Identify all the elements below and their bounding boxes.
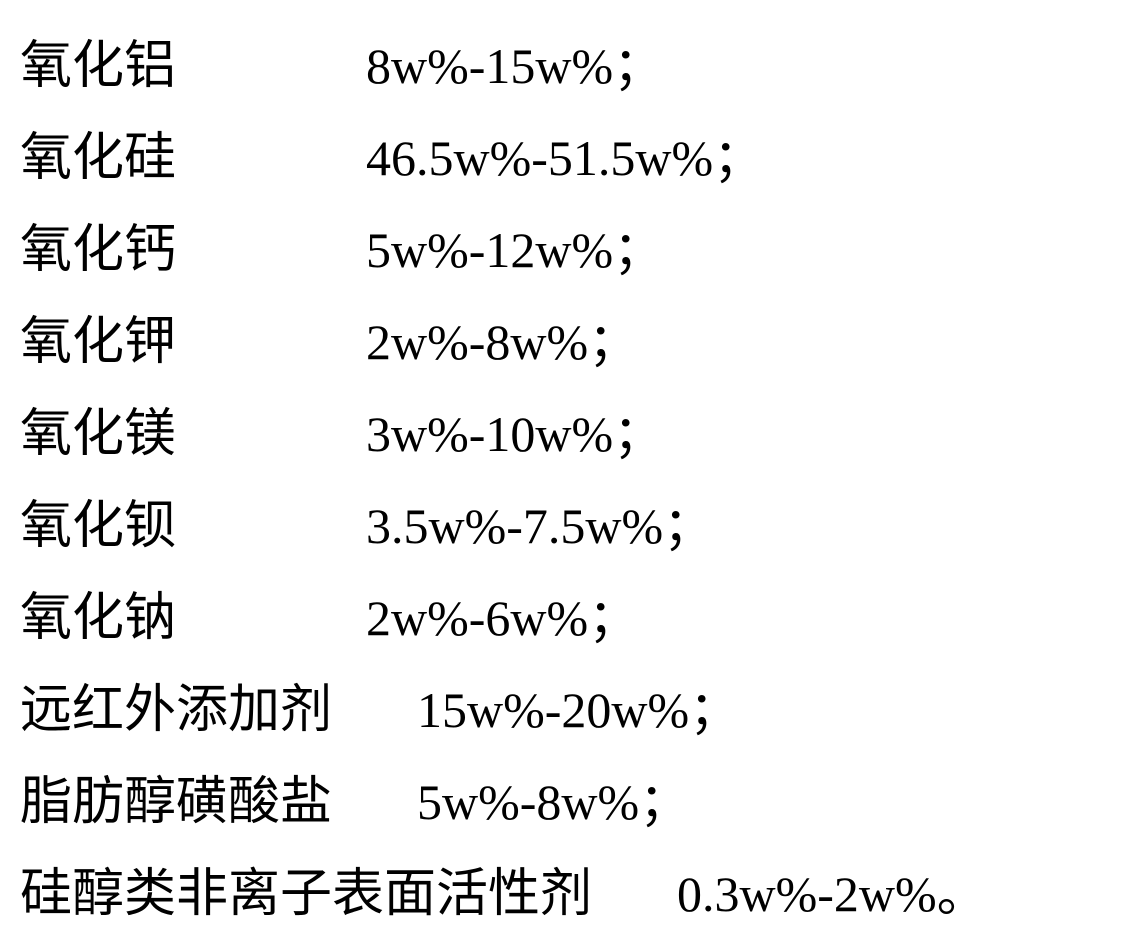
ingredient-value: 46.5w%-51.5w% xyxy=(366,112,713,204)
suffix: ； xyxy=(613,20,663,112)
suffix: ； xyxy=(588,296,638,388)
composition-row: 氧化钾 2w%-8w% ； xyxy=(20,296,1103,388)
composition-row: 硅醇类非离子表面活性剂 0.3w%-2w% 。 xyxy=(20,848,1103,940)
ingredient-value: 8w%-15w% xyxy=(366,20,613,112)
suffix: ； xyxy=(663,480,713,572)
ingredient-label: 氧化钡 xyxy=(20,481,176,573)
ingredient-value: 3.5w%-7.5w% xyxy=(366,480,663,572)
composition-row: 远红外添加剂 15w%-20w% ； xyxy=(20,664,1103,756)
suffix: 。 xyxy=(937,848,987,940)
ingredient-value: 5w%-12w% xyxy=(366,204,613,296)
suffix: ； xyxy=(613,204,663,296)
ingredient-label: 氧化钙 xyxy=(20,205,176,297)
ingredient-value: 3w%-10w% xyxy=(366,388,613,480)
composition-row: 脂肪醇磺酸盐 5w%-8w% ； xyxy=(20,756,1103,848)
ingredient-value: 2w%-6w% xyxy=(366,572,588,664)
suffix: ； xyxy=(639,756,689,848)
ingredient-value: 0.3w%-2w% xyxy=(677,848,937,940)
suffix: ； xyxy=(689,664,739,756)
ingredient-label: 脂肪醇磺酸盐 xyxy=(20,757,332,849)
composition-row: 氧化镁 3w%-10w% ； xyxy=(20,388,1103,480)
ingredient-label: 氧化镁 xyxy=(20,389,176,481)
suffix: ； xyxy=(713,112,763,204)
ingredient-label: 氧化铝 xyxy=(20,21,176,113)
ingredient-value: 15w%-20w% xyxy=(417,664,689,756)
ingredient-label: 氧化钠 xyxy=(20,573,176,665)
suffix: ； xyxy=(613,388,663,480)
ingredient-label: 氧化钾 xyxy=(20,297,176,389)
ingredient-value: 5w%-8w% xyxy=(417,756,639,848)
composition-row: 氧化钙 5w%-12w% ； xyxy=(20,204,1103,296)
composition-row: 氧化硅 46.5w%-51.5w% ； xyxy=(20,112,1103,204)
composition-list: 氧化铝 8w%-15w% ； 氧化硅 46.5w%-51.5w% ； 氧化钙 5… xyxy=(20,20,1103,940)
ingredient-label: 硅醇类非离子表面活性剂 xyxy=(20,849,592,941)
ingredient-label: 远红外添加剂 xyxy=(20,665,332,757)
ingredient-label: 氧化硅 xyxy=(20,113,176,205)
suffix: ； xyxy=(588,572,638,664)
composition-row: 氧化铝 8w%-15w% ； xyxy=(20,20,1103,112)
composition-row: 氧化钠 2w%-6w% ； xyxy=(20,572,1103,664)
ingredient-value: 2w%-8w% xyxy=(366,296,588,388)
composition-row: 氧化钡 3.5w%-7.5w% ； xyxy=(20,480,1103,572)
